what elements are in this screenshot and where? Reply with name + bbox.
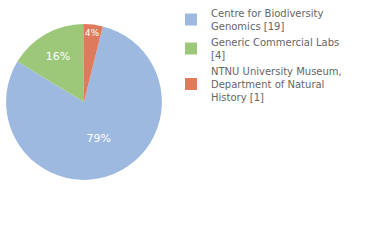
svg-text:Generic Commercial Labs[4]: Generic Commercial Labs[4] (211, 37, 339, 61)
svg-text:4%: 4% (85, 28, 99, 38)
svg-text:NTNU University Museum,Departm: NTNU University Museum,Department of Nat… (211, 66, 342, 103)
svg-text:Centre for BiodiversityGenomic: Centre for BiodiversityGenomics [19] (211, 8, 324, 32)
svg-text:16%: 16% (46, 50, 70, 63)
svg-text:79%: 79% (87, 132, 111, 145)
